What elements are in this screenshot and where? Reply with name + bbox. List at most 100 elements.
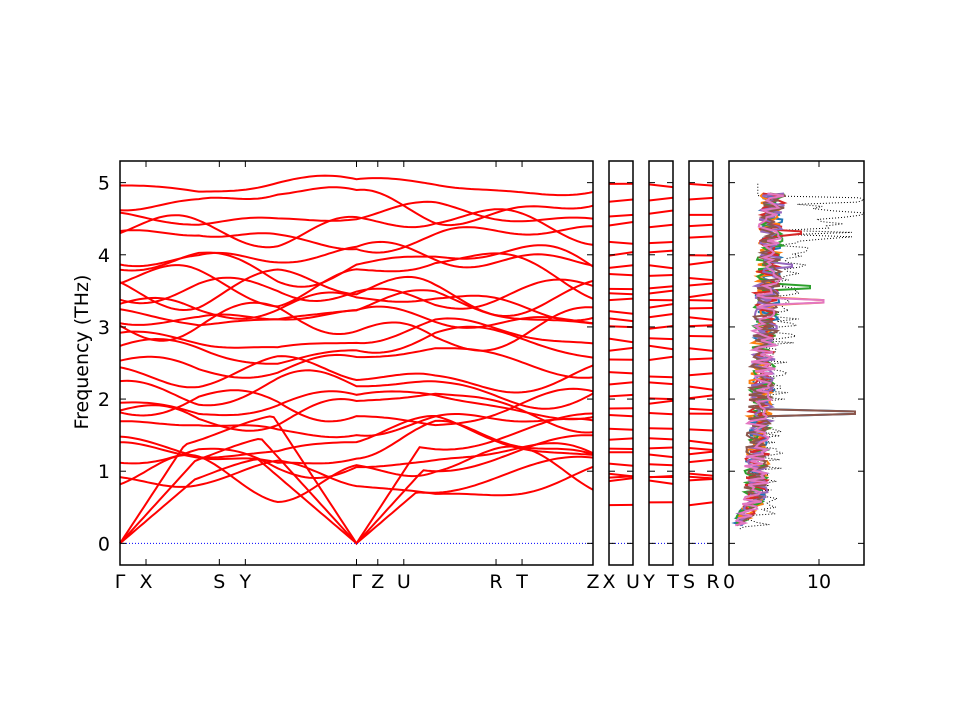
band-line <box>120 318 593 347</box>
high-symmetry-label: S <box>683 571 695 593</box>
y-axis-label: Frequency (THz) <box>71 275 93 430</box>
band-line <box>609 464 633 466</box>
band-line <box>689 502 713 505</box>
band-line <box>649 382 673 384</box>
band-line <box>649 357 673 360</box>
band-line <box>649 448 673 449</box>
band-line <box>649 198 673 201</box>
band-line <box>689 474 713 476</box>
dos-x-tick-label: 0 <box>723 571 735 593</box>
y-tick-label: 5 <box>98 173 110 195</box>
band-line <box>689 441 713 444</box>
band-line <box>609 339 633 343</box>
band-line <box>609 318 633 321</box>
band-line <box>649 481 673 484</box>
band-line <box>609 415 633 416</box>
band-line <box>689 448 713 450</box>
band-line <box>609 372 633 373</box>
band-line <box>689 358 713 359</box>
band-line <box>689 373 713 375</box>
band-line <box>609 215 633 217</box>
band-line <box>609 274 633 275</box>
band-line <box>689 278 713 280</box>
band-line <box>120 348 593 378</box>
band-line <box>649 346 673 349</box>
band-line <box>689 409 713 410</box>
band-line <box>649 304 673 308</box>
band-line <box>689 283 713 285</box>
band-line <box>120 457 593 544</box>
band-line <box>120 226 593 252</box>
band-line <box>609 299 633 301</box>
dos-curves <box>735 183 864 529</box>
band-line <box>649 184 673 187</box>
band-line <box>689 429 713 430</box>
band-line <box>120 414 593 544</box>
high-symmetry-label: Y <box>239 571 252 593</box>
high-symmetry-label: T <box>666 571 679 593</box>
y-tick-label: 2 <box>98 389 110 411</box>
high-symmetry-label: Γ <box>351 571 362 593</box>
y-tick-label: 3 <box>98 317 110 339</box>
band-line <box>689 262 713 265</box>
band-line <box>649 211 673 214</box>
band-line <box>609 200 633 202</box>
band-line <box>649 314 673 317</box>
band-line <box>689 184 713 186</box>
panel-frame <box>649 161 673 565</box>
band-line <box>649 291 673 294</box>
band-line <box>120 293 593 321</box>
high-symmetry-label: R <box>489 571 502 593</box>
high-symmetry-label: U <box>397 571 411 593</box>
y-tick-label: 1 <box>98 461 110 483</box>
band-line <box>649 401 673 404</box>
band-line <box>120 253 593 306</box>
band-line <box>609 311 633 314</box>
band-line <box>649 286 673 288</box>
narrow-panel-bands <box>649 184 673 502</box>
band-line <box>689 479 713 480</box>
narrow-panel-bands <box>609 184 633 505</box>
high-symmetry-label: R <box>706 571 719 593</box>
band-line <box>649 413 673 414</box>
band-line <box>649 438 673 439</box>
band-line <box>609 242 633 244</box>
band-line <box>609 429 633 430</box>
band-line <box>689 452 713 455</box>
band-line <box>689 236 713 237</box>
band-line <box>689 294 713 298</box>
y-tick-label: 0 <box>98 533 110 555</box>
band-lines <box>120 176 593 544</box>
band-line <box>609 438 633 439</box>
band-line <box>649 428 673 429</box>
band-line <box>609 222 633 226</box>
band-line <box>689 300 713 301</box>
band-line <box>609 348 633 351</box>
band-line <box>120 414 593 437</box>
high-symmetry-label: Z <box>586 571 599 593</box>
band-line <box>649 265 673 268</box>
band-line <box>649 242 673 243</box>
high-symmetry-label: X <box>139 571 152 593</box>
band-line <box>689 387 713 390</box>
band-line <box>649 338 673 339</box>
band-line <box>120 245 593 287</box>
band-line <box>609 265 633 268</box>
band-line <box>609 395 633 397</box>
band-line <box>689 325 713 326</box>
band-line <box>689 198 713 200</box>
band-line <box>649 464 673 465</box>
narrow-panel-bands <box>689 184 713 505</box>
band-line <box>649 251 673 253</box>
band-line <box>689 317 713 320</box>
band-line <box>649 455 673 458</box>
high-symmetry-label: T <box>515 571 528 593</box>
high-symmetry-label: X <box>602 571 615 593</box>
band-line <box>120 176 593 196</box>
high-symmetry-label: S <box>213 571 225 593</box>
band-line <box>609 382 633 384</box>
band-line <box>689 395 713 398</box>
